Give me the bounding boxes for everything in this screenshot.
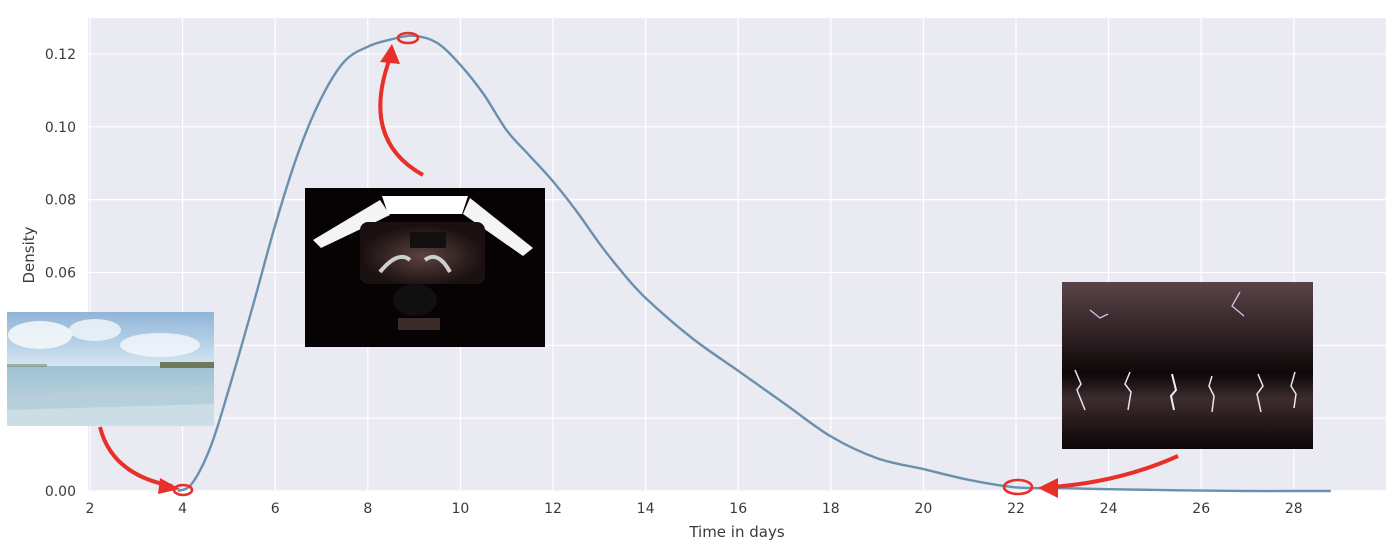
x-axis-ticks: 2 4 6 8 10 12 14 16 18 20 22 24 26 28 (86, 501, 1303, 517)
x-tick-label: 10 (451, 501, 469, 517)
y-tick-label: 0.00 (45, 484, 76, 500)
x-tick-label: 6 (271, 501, 280, 517)
x-tick-label: 2 (86, 501, 95, 517)
x-tick-label: 28 (1285, 501, 1303, 517)
annotation-desk-arrow (378, 31, 424, 177)
grid (88, 18, 1388, 492)
x-tick-label: 8 (363, 501, 372, 517)
x-tick-label: 24 (1100, 501, 1118, 517)
y-axis-ticks: 0.000.020.040.060.080.100.12 (45, 47, 76, 500)
x-tick-label: 18 (822, 501, 840, 517)
x-axis-label: Time in days (688, 523, 785, 541)
x-tick-label: 16 (729, 501, 747, 517)
y-axis-label: Density (20, 226, 38, 283)
annotation-sea-arrow (98, 426, 194, 497)
x-tick-label: 20 (914, 501, 932, 517)
annotation-storm-arrow (1002, 454, 1179, 498)
x-tick-label: 14 (637, 501, 655, 517)
y-tick-label: 0.08 (45, 193, 76, 209)
x-tick-label: 22 (1007, 501, 1025, 517)
y-tick-label: 0.10 (45, 120, 76, 136)
lightning-storm-photo (1062, 282, 1313, 449)
x-tick-label: 12 (544, 501, 562, 517)
y-tick-label: 0.06 (45, 265, 76, 281)
x-tick-label: 26 (1192, 501, 1210, 517)
y-tick-label: 0.12 (45, 47, 76, 63)
desk-with-monitors-photo (305, 188, 545, 347)
calm-sea-photo (7, 312, 214, 426)
x-tick-label: 4 (178, 501, 187, 517)
